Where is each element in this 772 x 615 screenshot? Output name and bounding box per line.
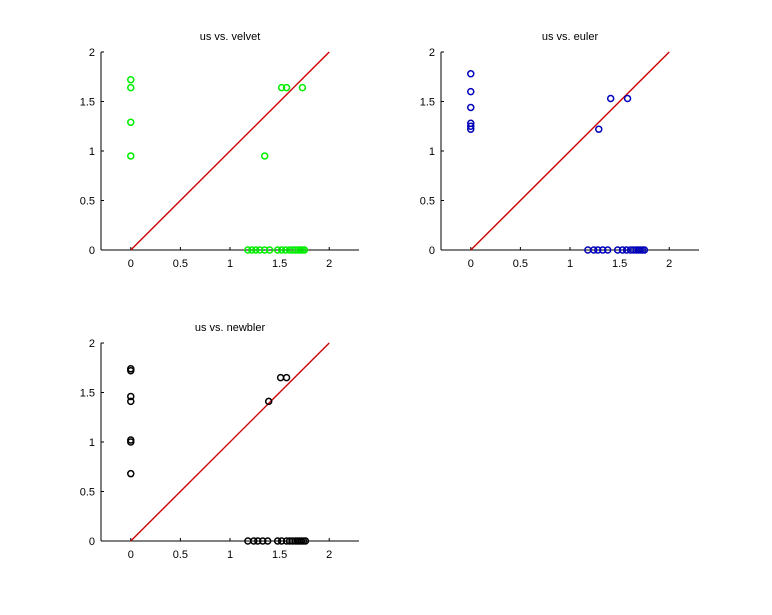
data-point (265, 246, 274, 254)
subplot-velvet: us vs. velvet 0 0.5 1 1.5 2 0 0.5 1 1.5 2 (80, 31, 359, 270)
data-point (590, 246, 598, 254)
data-point (263, 537, 272, 545)
data-point (127, 152, 135, 160)
x-tick-label: 0 (128, 258, 134, 270)
data-point (606, 94, 615, 103)
data-point (254, 537, 262, 545)
x-tick-label: 0 (468, 258, 474, 270)
y-tick-label: 2 (89, 47, 95, 59)
data-point (127, 469, 135, 478)
subplot-title: us vs. newbler (195, 322, 266, 334)
reference-line (130, 51, 330, 251)
data-point (467, 125, 475, 133)
data-point (598, 246, 607, 254)
data-point (273, 246, 282, 254)
x-tick-label: 0.5 (513, 258, 528, 270)
x-tick-label: 1 (227, 258, 233, 270)
y-tick-label: 1 (89, 437, 95, 449)
data-point (127, 438, 135, 446)
data-point (277, 83, 286, 92)
y-tick-label: 0.5 (80, 196, 95, 208)
y-tick-label: 0.5 (80, 487, 95, 499)
data-point (281, 246, 290, 254)
data-point (595, 125, 603, 133)
data-point (594, 246, 602, 254)
reference-line (130, 342, 330, 542)
data-point (640, 246, 649, 254)
x-tick-label: 1 (227, 549, 233, 561)
y-tick-label: 1.5 (420, 97, 435, 109)
y-tick-label: 0.5 (420, 196, 435, 208)
data-point (264, 397, 273, 406)
subplot-title: us vs. velvet (200, 31, 261, 43)
data-point (273, 537, 282, 545)
x-tick-label: 1.5 (272, 549, 287, 561)
x-tick-label: 2 (326, 258, 332, 270)
subplot-title: us vs. euler (542, 31, 599, 43)
x-tick-label: 1.5 (272, 258, 287, 270)
y-tick-label: 0 (89, 245, 95, 257)
subplot-newbler: us vs. newbler 0 0.5 1 1.5 2 0 0.5 1 1.5 2 (80, 322, 359, 561)
y-tick-label: 0 (89, 536, 95, 548)
data-point (127, 83, 135, 92)
data-point (467, 103, 475, 112)
data-point (301, 537, 310, 545)
data-point (603, 246, 612, 254)
y-tick-label: 2 (89, 338, 95, 350)
data-point (282, 373, 291, 382)
y-tick-label: 1.5 (80, 388, 95, 400)
data-point (622, 246, 631, 254)
data-point (248, 246, 256, 254)
reference-line (470, 51, 670, 251)
data-point (288, 537, 297, 545)
data-point (127, 397, 135, 406)
x-tick-label: 1 (567, 258, 573, 270)
y-tick-label: 1 (429, 146, 435, 158)
subplot-euler: us vs. euler 0 0.5 1 1.5 2 0 0.5 1 1.5 2 (420, 31, 699, 270)
x-tick-label: 0 (128, 549, 134, 561)
data-point (613, 246, 622, 254)
data-point (260, 152, 269, 160)
data-point (623, 94, 632, 103)
data-point (629, 246, 638, 254)
data-point (291, 246, 300, 254)
x-tick-label: 0.5 (173, 258, 188, 270)
data-point (467, 122, 475, 130)
data-point (298, 83, 307, 92)
data-point (467, 70, 475, 78)
data-point (282, 83, 291, 92)
y-tick-label: 2 (429, 47, 435, 59)
y-tick-label: 1.5 (80, 97, 95, 109)
x-tick-label: 1.5 (612, 258, 627, 270)
data-point (300, 246, 309, 254)
data-point (467, 87, 475, 96)
data-point (277, 537, 286, 545)
data-point (252, 246, 260, 254)
data-point (127, 75, 135, 84)
data-point (618, 246, 627, 254)
data-point (250, 537, 258, 545)
data-point (127, 366, 135, 375)
x-tick-label: 0.5 (173, 549, 188, 561)
data-point (127, 392, 135, 401)
x-tick-label: 2 (326, 549, 332, 561)
data-point (256, 246, 264, 254)
y-tick-label: 1 (89, 146, 95, 158)
data-point (260, 246, 269, 254)
x-tick-label: 2 (666, 258, 672, 270)
data-point (277, 246, 286, 254)
data-point (244, 246, 252, 254)
data-point (127, 118, 135, 127)
data-point (258, 537, 267, 545)
y-tick-label: 0 (429, 245, 435, 257)
